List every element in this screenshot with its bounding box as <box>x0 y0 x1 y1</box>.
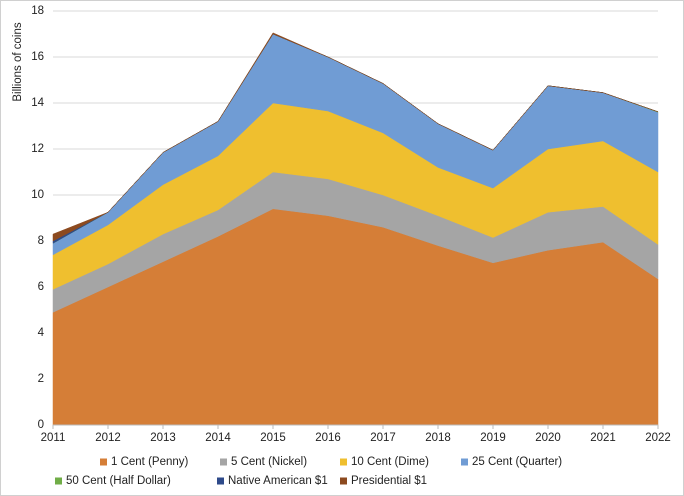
legend-swatch <box>340 458 347 466</box>
legend-label: Presidential $1 <box>351 475 427 487</box>
legend-label: 25 Cent (Quarter) <box>472 456 562 468</box>
legend-label: 5 Cent (Nickel) <box>231 456 307 468</box>
y-axis-title: Billions of coins <box>12 22 24 102</box>
legend-swatch <box>217 477 224 485</box>
x-tick-label: 2022 <box>645 432 671 444</box>
x-tick-label: 2013 <box>150 432 176 444</box>
legend-swatch <box>55 477 62 485</box>
y-tick-label: 10 <box>31 189 44 201</box>
y-tick-label: 14 <box>31 97 44 109</box>
x-tick-label: 2019 <box>480 432 506 444</box>
x-tick-label: 2014 <box>205 432 231 444</box>
y-tick-label: 18 <box>31 5 44 17</box>
area <box>52 32 659 242</box>
x-tick-label: 2015 <box>260 432 286 444</box>
legend-swatch <box>220 458 227 466</box>
y-tick-label: 6 <box>38 281 44 293</box>
x-tick-label: 2016 <box>315 432 341 444</box>
x-tick-label: 2018 <box>425 432 451 444</box>
x-tick-label: 2011 <box>41 432 66 444</box>
y-tick-label: 4 <box>38 327 45 339</box>
x-tick-label: 2012 <box>95 432 121 444</box>
y-tick-label: 2 <box>38 373 44 385</box>
legend-swatch <box>340 477 347 485</box>
legend-swatch <box>100 458 107 466</box>
x-tick-label: 2017 <box>370 432 396 444</box>
y-tick-label: 0 <box>38 419 44 431</box>
legend-label: 10 Cent (Dime) <box>351 456 429 468</box>
y-tick-label: 8 <box>38 235 44 247</box>
y-tick-label: 12 <box>31 143 44 155</box>
y-tick-label: 16 <box>31 51 44 63</box>
x-tick-label: 2021 <box>590 432 616 444</box>
x-tick-label: 2020 <box>535 432 561 444</box>
legend-label: 1 Cent (Penny) <box>111 456 189 468</box>
legend-label: Native American $1 <box>228 475 328 487</box>
legend-label: 50 Cent (Half Dollar) <box>66 475 171 487</box>
legend-swatch <box>461 458 468 466</box>
